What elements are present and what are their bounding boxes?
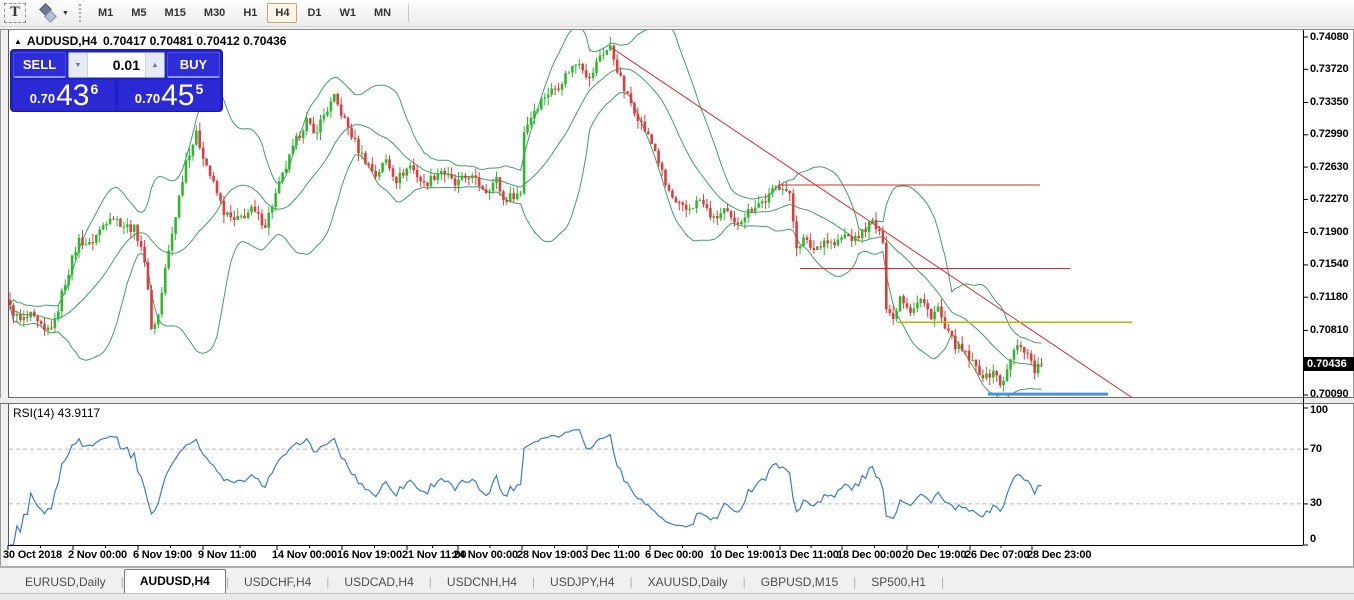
timeframe-button-M1[interactable]: M1 [90,3,121,23]
buy-price-display[interactable]: 0.70 45 5 [118,80,220,111]
timeframe-button-M15[interactable]: M15 [157,3,194,23]
rsi-plot[interactable] [10,429,1042,545]
chart-tab-USDJPY-H4[interactable]: USDJPY,H4 [550,575,615,589]
chart-tab-USDCAD-H4[interactable]: USDCAD,H4 [344,575,414,589]
tab-separator: | [853,575,857,589]
trendline-object [611,47,1138,402]
chart-title: ▲ AUDUSD,H4 0.70417 0.70481 0.70412 0.7043… [14,34,286,48]
timeframe-button-M5[interactable]: M5 [123,3,154,23]
volume-decrease-button[interactable]: ▼ [69,53,88,77]
sell-price-point: 6 [90,81,99,97]
toolbar: T ▼ M1 M5 M15 M30 H1 H4 D1 W1 MN [0,0,1354,27]
tab-separator: | [629,575,633,589]
collapse-triangle-icon[interactable]: ▲ [14,37,22,46]
chart-ohlc-values: 0.70417 0.70481 0.70412 0.70436 [102,34,287,48]
one-click-trading-panel: SELL ▼ ▲ BUY 0.70 43 6 0.70 45 5 [10,49,223,112]
volume-increase-button[interactable]: ▲ [145,53,164,77]
timeframe-button-group: M1 M5 M15 M30 H1 H4 D1 W1 MN [89,3,400,23]
current-price-badge: 0.70436 [1303,357,1354,371]
timeframe-button-MN[interactable]: MN [366,3,399,23]
chart-symbol-timeframe: AUDUSD,H4 [26,34,97,48]
chart-tab-USDCHF-H4[interactable]: USDCHF,H4 [243,575,312,589]
chart-tab-GBPUSD-M15[interactable]: GBPUSD,M15 [760,575,839,589]
sell-price-display[interactable]: 0.70 43 6 [13,80,115,111]
tab-separator: | [428,575,432,589]
chart-tab-USDCNH-H4[interactable]: USDCNH,H4 [446,575,517,589]
chart-tab-AUDUSD-H4[interactable]: AUDUSD,H4 [123,569,226,593]
timeframe-button-W1[interactable]: W1 [332,3,365,23]
chart-objects[interactable] [611,47,1138,402]
timeframe-button-H1[interactable]: H1 [235,3,265,23]
tab-separator: | [120,575,124,589]
sell-price-pips: 43 [56,79,90,112]
chart-tab-bar: EURUSD,Daily | AUDUSD,H4 | USDCHF,H4 | USDCAD,… [0,567,1354,593]
buy-button[interactable]: BUY [167,52,220,78]
timeframe-button-H4[interactable]: H4 [267,3,298,23]
crosshair-tool-button[interactable] [34,3,60,23]
main-plot[interactable] [8,22,1138,402]
chart-tab-SP500-H1[interactable]: SP500,H1 [871,575,926,589]
toolbar-separator [408,4,410,22]
timeframe-button-D1[interactable]: D1 [299,3,329,23]
window-bottom-edge [0,593,1354,600]
buy-price-pips: 45 [161,79,195,112]
tab-separator: | [326,575,330,589]
axes [0,29,1354,567]
rsi-line [10,429,1042,545]
tab-separator: | [940,575,945,589]
timeframe-button-M30[interactable]: M30 [196,3,233,23]
tab-separator: | [225,575,229,589]
toolbar-grip [78,4,81,22]
buy-price-point: 5 [195,81,204,97]
buy-price-prefix: 0.70 [134,91,161,106]
rsi-indicator-label: RSI(14) 43.9117 [13,406,101,420]
chart-tab-EURUSD-Daily[interactable]: EURUSD,Daily [25,575,106,589]
tab-separator: | [531,575,536,589]
rsi-level-lines [9,448,1302,505]
text-tool-button[interactable]: T [4,3,26,23]
volume-stepper: ▼ ▲ [68,52,165,78]
dropdown-caret-icon[interactable]: ▼ [62,9,69,17]
chart-tab-XAUUSD-Daily[interactable]: XAUUSD,Daily [647,575,728,589]
sell-button[interactable]: SELL [13,52,66,78]
sell-price-prefix: 0.70 [29,91,56,106]
volume-input[interactable] [88,53,145,77]
tab-separator: | [742,575,746,589]
